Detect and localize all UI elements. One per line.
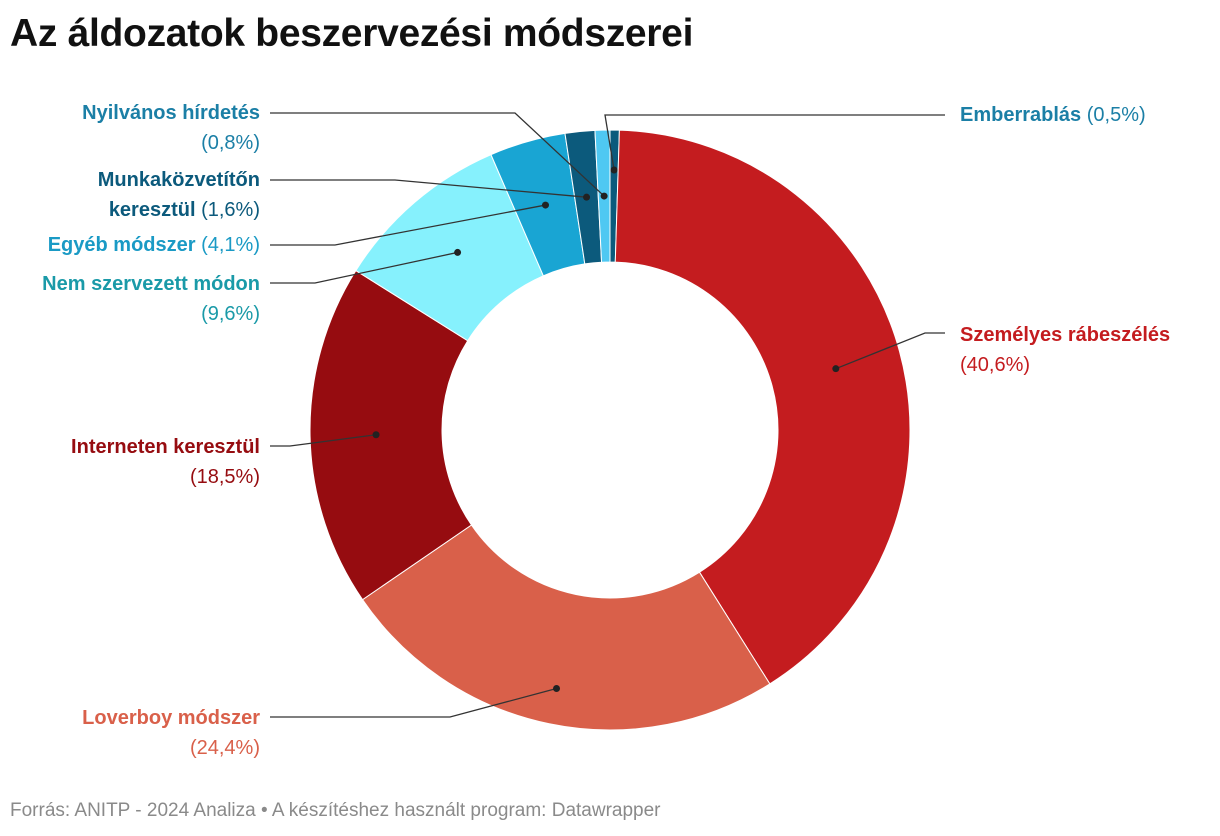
label-name: Egyéb módszer [47, 234, 196, 256]
label-value: (0,8%) [201, 132, 260, 154]
label-value: (24,4%) [189, 737, 260, 759]
leader-dot-6 [583, 193, 591, 201]
leader-line-5 [270, 204, 546, 246]
label-emberrablas: Emberrablás (0,5%) [960, 100, 1146, 130]
leader-line-0 [604, 114, 945, 171]
label-value: (0,5%) [1086, 104, 1146, 126]
leader-line-1 [835, 332, 945, 370]
label-nyilvanos: Nyilvános hírdetés (0,8%) [82, 98, 260, 158]
label-loverboy: Loverboy módszer (24,4%) [82, 703, 260, 763]
label-value: (4,1%) [201, 234, 260, 256]
leader-line-7 [270, 112, 605, 197]
label-szemelyes: Személyes rábeszélés (40,6%) [960, 320, 1170, 380]
label-value: (9,6%) [201, 303, 260, 325]
source-note: Forrás: ANITP - 2024 Analiza • A készíté… [10, 800, 661, 821]
label-name: Személyes rábeszélés [960, 324, 1171, 346]
label-value: (40,6%) [960, 354, 1031, 376]
leader-dot-5 [541, 201, 549, 209]
slice-3 [309, 269, 473, 601]
leader-line-6 [270, 179, 587, 198]
leader-dot-4 [454, 248, 462, 256]
leader-dot-2 [553, 685, 561, 693]
label-name: Nyilvános hírdetés [82, 102, 260, 124]
leader-line-2 [270, 687, 557, 718]
label-name: Nem szervezett módon [42, 273, 260, 295]
leader-line-4 [270, 251, 458, 284]
leader-line-3 [270, 434, 377, 447]
label-value: (1,6%) [201, 199, 260, 221]
label-nem-szervezett: Nem szervezett módon (9,6%) [42, 269, 260, 329]
label-value: (18,5%) [189, 466, 260, 488]
leader-dot-3 [372, 431, 380, 439]
leader-dot-1 [832, 365, 840, 373]
label-name: Munkaközvetítőn keresztül [97, 169, 260, 221]
slice-1 [614, 129, 911, 685]
label-name: Loverboy módszer [82, 707, 260, 729]
label-name: Interneten keresztül [71, 436, 260, 458]
label-interneten: Interneten keresztül (18,5%) [71, 432, 260, 492]
slice-2 [361, 524, 771, 731]
label-munkakozvetito: Munkaközvetítőn keresztül (1,6%) [20, 165, 260, 225]
label-egyeb: Egyéb módszer (4,1%) [48, 230, 260, 260]
donut-slices [309, 129, 911, 731]
leader-dot-7 [600, 192, 608, 200]
label-name: Emberrablás [960, 104, 1082, 126]
leader-dot-0 [610, 166, 618, 174]
leader-lines [270, 112, 945, 718]
chart-title: Az áldozatok beszervezési módszerei [10, 12, 694, 55]
